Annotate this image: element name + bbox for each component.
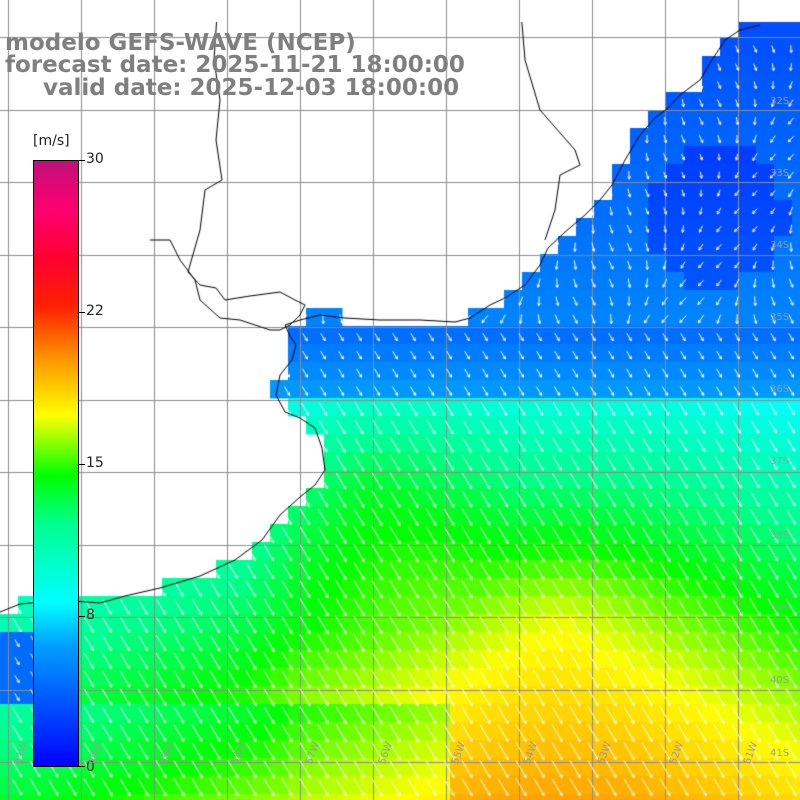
lat-label: 34S <box>770 240 790 251</box>
colorbar <box>33 160 79 767</box>
lat-label: 35S <box>770 312 790 323</box>
model-title: modelo GEFS-WAVE (NCEP) <box>5 30 356 56</box>
lat-label: 38S <box>770 530 790 541</box>
lat-label: 37S <box>770 456 790 467</box>
colorbar-tick-mark <box>79 766 85 767</box>
valid-date: valid date: 2025-12-03 18:00:00 <box>43 75 460 101</box>
lat-label: 36S <box>770 384 790 395</box>
colorbar-tick-15: 15 <box>86 455 104 471</box>
forecast-date: forecast date: 2025-11-21 18:00:00 <box>5 52 465 78</box>
colorbar-tick-8: 8 <box>86 607 95 623</box>
colorbar-tick-30: 30 <box>86 151 104 167</box>
colorbar-tick-mark <box>79 312 85 313</box>
colorbar-tick-mark <box>79 616 85 617</box>
lat-label: 41S <box>770 748 790 759</box>
colorbar-tick-0: 0 <box>86 759 95 775</box>
lat-label: 32S <box>770 96 790 107</box>
colorbar-unit: [m/s] <box>33 133 70 149</box>
colorbar-tick-22: 22 <box>86 303 104 319</box>
lat-label: 40S <box>770 675 790 686</box>
lat-label: 39S <box>770 602 790 613</box>
lat-label: 33S <box>770 168 790 179</box>
colorbar-tick-mark <box>79 464 85 465</box>
colorbar-tick-mark <box>79 160 85 161</box>
